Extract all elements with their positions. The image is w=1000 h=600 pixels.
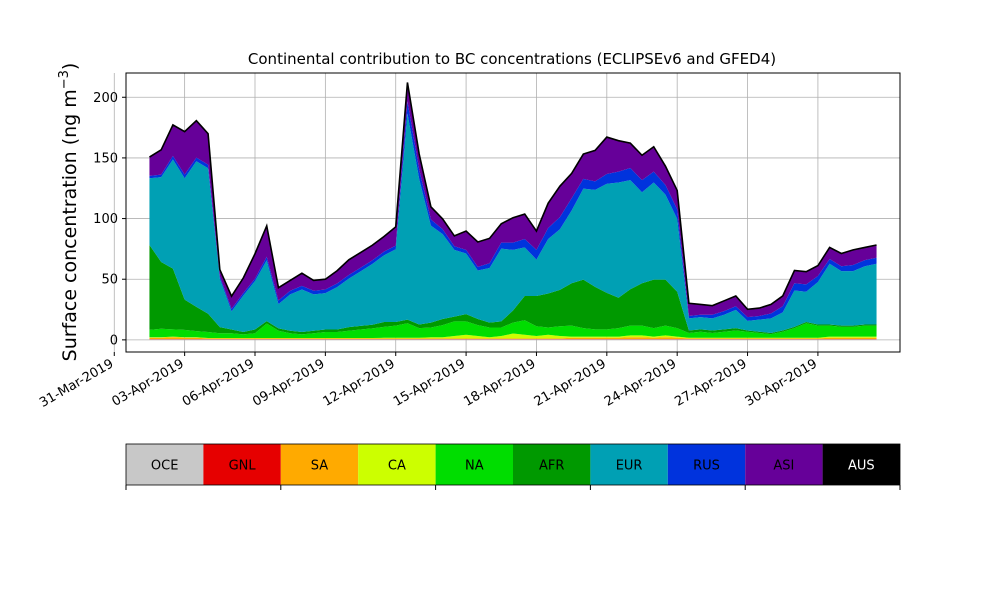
x-axis: 31-Mar-201903-Apr-201906-Apr-201909-Apr-… [37, 352, 820, 411]
y-tick-label: 200 [93, 91, 118, 106]
y-axis-label-exponent: −3 [57, 70, 72, 89]
x-tick-label: 18-Apr-2019 [461, 356, 538, 409]
y-axis-label: Surface concentration (ng m−3) [57, 63, 81, 362]
legend-label-ca: CA [388, 459, 406, 474]
legend-swatch-oce [126, 444, 204, 485]
x-tick-label: 24-Apr-2019 [602, 356, 679, 409]
legend-label-gnl: GNL [229, 459, 257, 474]
y-axis: 0 50 100 150 200 [93, 91, 126, 348]
legend-swatch-asi [745, 444, 823, 485]
legend-swatch-aus [822, 444, 900, 485]
x-tick-label: 30-Apr-2019 [743, 356, 820, 409]
total-outline [149, 82, 877, 311]
plot-frame [125, 72, 901, 353]
y-tick-label: 0 [110, 333, 118, 348]
area-ca [149, 333, 877, 339]
x-tick-label: 27-Apr-2019 [672, 356, 749, 409]
x-tick-label: 15-Apr-2019 [391, 356, 468, 409]
area-sa [149, 337, 877, 340]
legend-colorbar: OCE GNL SA CA NA AFR EUR RUS ASI AUS [125, 443, 901, 490]
area-afr [149, 245, 877, 335]
y-tick-label: 100 [93, 212, 118, 227]
legend-label-afr: AFR [539, 459, 564, 474]
legend-swatch-rus [667, 444, 746, 485]
y-axis-label-main: Surface concentration (ng m [59, 89, 81, 361]
stacked-areas [149, 82, 877, 340]
legend-swatch-ca [358, 444, 436, 485]
legend-label-rus: RUS [693, 459, 720, 474]
x-tick-label: 31-Mar-2019 [37, 356, 116, 410]
x-tick-label: 06-Apr-2019 [180, 356, 257, 409]
y-axis-label-close: ) [59, 63, 81, 70]
legend-label-oce: OCE [151, 459, 179, 474]
legend-swatch-gnl [203, 444, 281, 485]
legend-swatch-na [435, 444, 513, 485]
x-tick-label: 12-Apr-2019 [321, 356, 398, 409]
x-tick-label: 09-Apr-2019 [250, 356, 327, 409]
legend-swatch-afr [513, 444, 591, 485]
y-tick-label: 150 [93, 151, 118, 166]
legend-label-aus: AUS [848, 459, 875, 474]
legend-label-eur: EUR [616, 459, 643, 474]
legend-label-asi: ASI [773, 459, 794, 474]
legend-swatch-eur [590, 444, 668, 485]
legend-swatch-sa [280, 444, 359, 485]
legend-frame [125, 443, 901, 486]
legend-label-sa: SA [311, 459, 328, 474]
area-na [149, 320, 877, 339]
x-tick-label: 21-Apr-2019 [532, 356, 609, 409]
x-tick-label: 03-Apr-2019 [110, 356, 187, 409]
area-oce [149, 339, 877, 340]
y-tick-label: 50 [101, 273, 118, 288]
chart-title: Continental contribution to BC concentra… [248, 50, 776, 68]
legend-label-na: NA [465, 459, 484, 474]
area-eur [149, 113, 877, 333]
